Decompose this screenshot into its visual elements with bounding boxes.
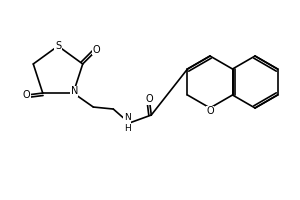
Text: N: N — [70, 86, 78, 96]
Text: O: O — [206, 106, 214, 116]
Text: O: O — [93, 45, 100, 55]
Text: O: O — [146, 94, 153, 104]
Text: N
H: N H — [124, 113, 131, 133]
Text: O: O — [23, 90, 31, 100]
Text: S: S — [55, 41, 61, 51]
